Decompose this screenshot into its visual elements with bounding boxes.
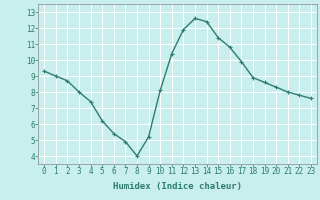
X-axis label: Humidex (Indice chaleur): Humidex (Indice chaleur) [113,182,242,191]
